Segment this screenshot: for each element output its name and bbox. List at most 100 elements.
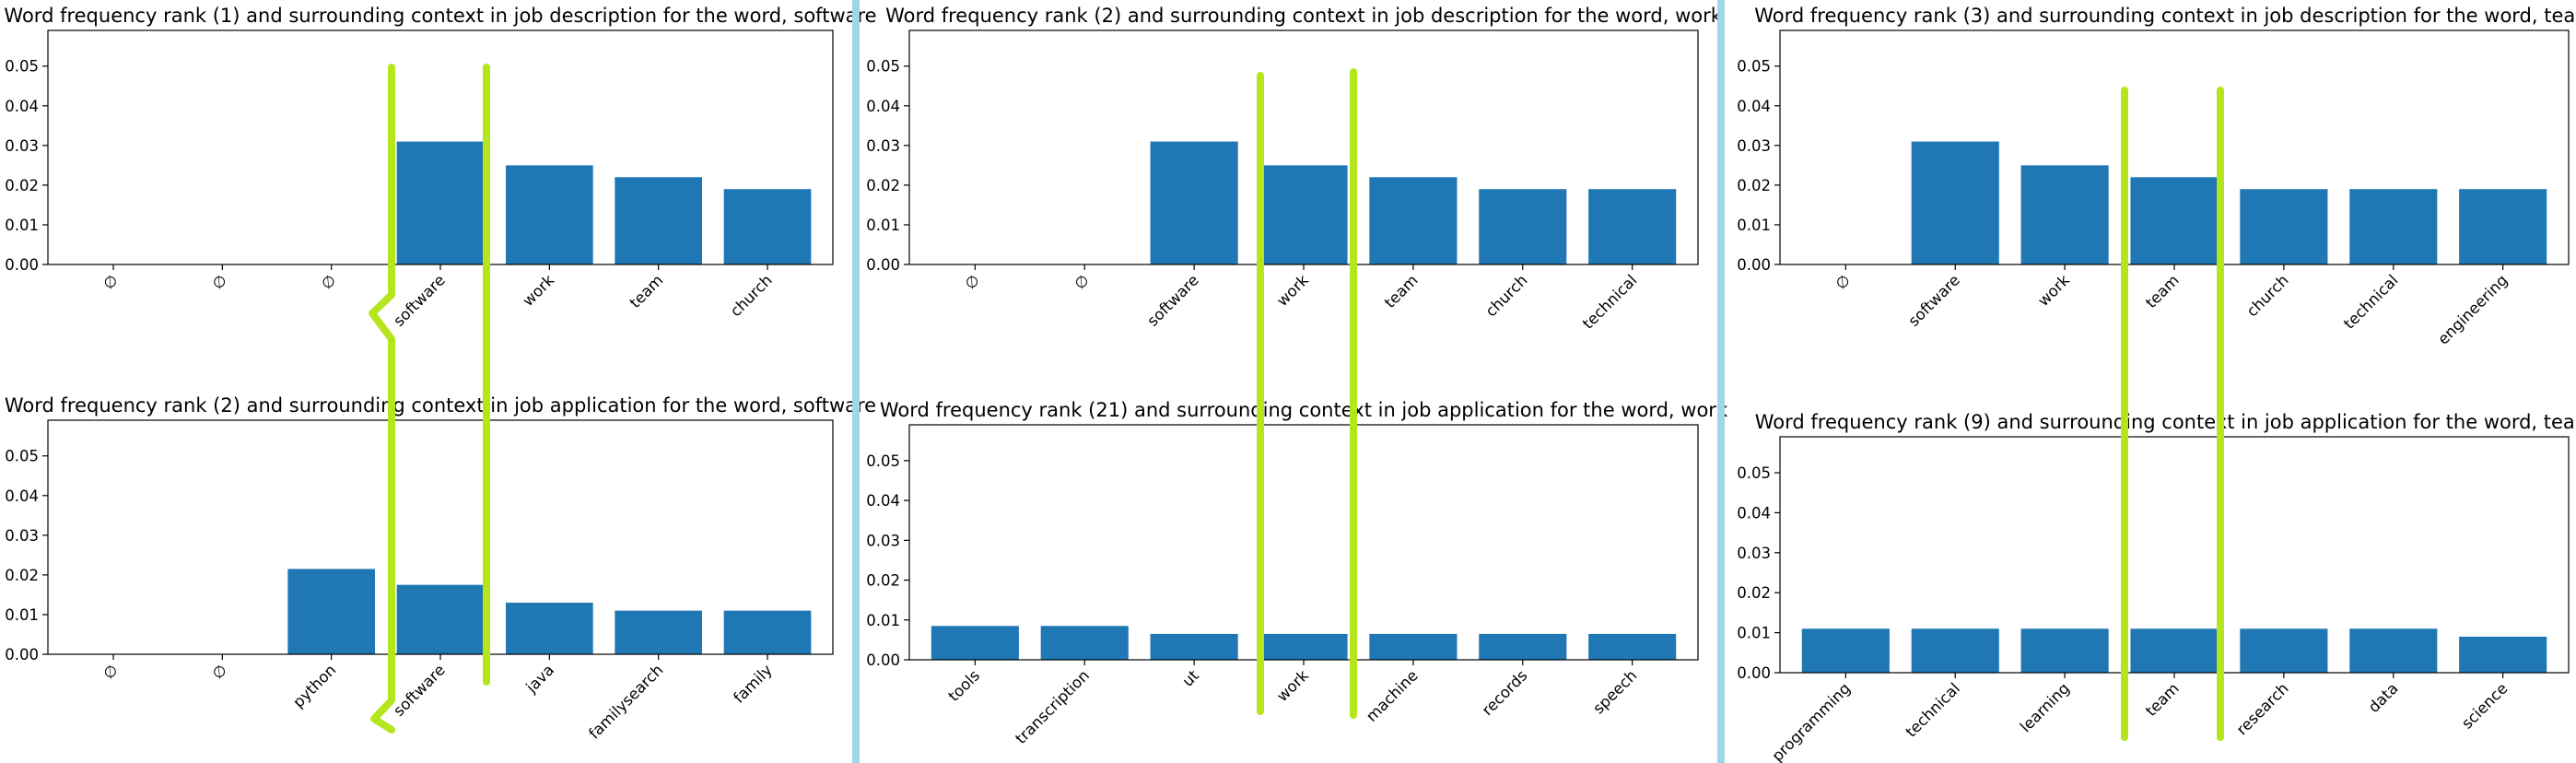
- y-tick-label: 0.05: [5, 448, 39, 465]
- bar: [506, 165, 593, 264]
- x-tick-label: ∅: [1832, 271, 1855, 293]
- highlight-bracket-line: [369, 64, 395, 734]
- bar: [723, 610, 812, 654]
- y-tick-label: 0.01: [5, 217, 39, 234]
- bar: [1588, 633, 1677, 660]
- x-tick-label: learning: [2017, 679, 2073, 735]
- x-tick-label: transcription: [1012, 666, 1093, 747]
- column-divider: [852, 0, 860, 763]
- bar: [2240, 189, 2328, 264]
- x-tick-label: engineering: [2434, 271, 2511, 347]
- x-tick-label: technical: [1903, 679, 1963, 740]
- y-tick-label: 0.00: [5, 646, 39, 663]
- y-tick-label: 0.01: [866, 217, 900, 234]
- plot-frame: [908, 424, 1699, 661]
- x-tick-label: team: [1381, 271, 1422, 311]
- y-tick-label: 0.04: [866, 492, 900, 510]
- y-tick-label: 0.05: [866, 58, 900, 76]
- chart-panel: Word frequency rank (9) and surrounding …: [1737, 411, 2576, 763]
- bar: [506, 603, 593, 654]
- bar: [2349, 628, 2438, 673]
- y-tick-label: 0.05: [1737, 464, 1771, 482]
- bar: [287, 569, 375, 654]
- x-tick-label: familysearch: [585, 661, 666, 742]
- chart-title: Word frequency rank (9) and surrounding …: [1755, 411, 2576, 433]
- x-tick-label: work: [1273, 271, 1312, 310]
- x-tick-label: ∅: [209, 661, 231, 683]
- chart-title: Word frequency rank (2) and surrounding …: [885, 5, 1723, 27]
- x-tick-label: python: [289, 661, 339, 710]
- x-tick-label: church: [1482, 271, 1531, 320]
- y-tick-label: 0.04: [866, 98, 900, 115]
- x-tick-label: ∅: [962, 271, 984, 293]
- x-tick-label: ut: [1179, 666, 1203, 690]
- y-tick-label: 0.03: [866, 137, 900, 155]
- x-tick-label: speech: [1589, 666, 1640, 717]
- chart-title: Word frequency rank (2) and surrounding …: [5, 394, 876, 417]
- bar: [615, 610, 702, 654]
- chart-title: Word frequency rank (1) and surrounding …: [4, 5, 876, 27]
- chart-panel: Word frequency rank (3) and surrounding …: [1737, 5, 2576, 348]
- bar: [396, 584, 485, 654]
- bar: [2020, 628, 2109, 673]
- x-tick-label: team: [2142, 271, 2183, 311]
- x-tick-label: science: [2458, 679, 2511, 732]
- y-tick-label: 0.03: [866, 532, 900, 549]
- bar: [1040, 626, 1129, 660]
- chart-title: Word frequency rank (21) and surrounding…: [880, 399, 1728, 421]
- y-tick-label: 0.05: [5, 58, 39, 76]
- chart-panel: Word frequency rank (1) and surrounding …: [4, 5, 876, 330]
- bar: [2349, 189, 2438, 264]
- bar: [931, 626, 1019, 660]
- x-tick-label: ∅: [209, 271, 231, 293]
- y-tick-label: 0.02: [866, 177, 900, 194]
- x-tick-label: team: [626, 271, 667, 311]
- chart-panel: Word frequency rank (2) and surrounding …: [5, 394, 876, 743]
- bar: [1369, 633, 1458, 660]
- bar: [2020, 165, 2109, 264]
- x-tick-label: programming: [1769, 679, 1855, 763]
- x-tick-label: ∅: [100, 661, 122, 683]
- bar: [1479, 189, 1567, 264]
- y-tick-label: 0.05: [1737, 58, 1771, 76]
- y-tick-label: 0.00: [1737, 256, 1771, 274]
- y-tick-label: 0.03: [1737, 545, 1771, 562]
- chart-panel: Word frequency rank (21) and surrounding…: [866, 399, 1728, 747]
- y-tick-label: 0.03: [5, 137, 39, 155]
- x-tick-label: work: [519, 271, 557, 310]
- x-tick-label: software: [1905, 271, 1964, 330]
- bar: [1369, 177, 1458, 264]
- column-divider: [1717, 0, 1725, 763]
- x-tick-label: software: [390, 661, 449, 720]
- bar: [1911, 141, 1999, 264]
- x-tick-label: ∅: [100, 271, 122, 293]
- x-tick-label: team: [2142, 679, 2183, 720]
- annotation-overlay: [369, 0, 2224, 763]
- x-tick-label: church: [2243, 271, 2292, 320]
- bar: [1150, 633, 1238, 660]
- y-tick-label: 0.02: [1737, 584, 1771, 602]
- bar: [1479, 633, 1567, 660]
- bar: [1259, 633, 1348, 660]
- y-tick-label: 0.00: [1737, 664, 1771, 682]
- chart-panel: Word frequency rank (2) and surrounding …: [866, 5, 1722, 333]
- y-tick-label: 0.04: [1737, 504, 1771, 522]
- x-tick-label: machine: [1363, 666, 1422, 725]
- y-tick-label: 0.01: [5, 606, 39, 624]
- x-tick-label: ∅: [1071, 271, 1093, 293]
- bar: [1801, 628, 1890, 673]
- bar: [2240, 628, 2328, 673]
- x-tick-label: records: [1479, 666, 1531, 719]
- x-tick-label: church: [727, 271, 776, 320]
- y-tick-label: 0.04: [1737, 98, 1771, 115]
- bar: [1911, 628, 1999, 673]
- bar: [396, 141, 485, 264]
- bar: [2130, 628, 2219, 673]
- y-tick-label: 0.02: [1737, 177, 1771, 194]
- x-tick-label: work: [1273, 666, 1312, 705]
- x-tick-label: family: [730, 661, 776, 707]
- bar: [2459, 189, 2547, 264]
- y-tick-label: 0.00: [866, 651, 900, 669]
- y-tick-label: 0.02: [5, 177, 39, 194]
